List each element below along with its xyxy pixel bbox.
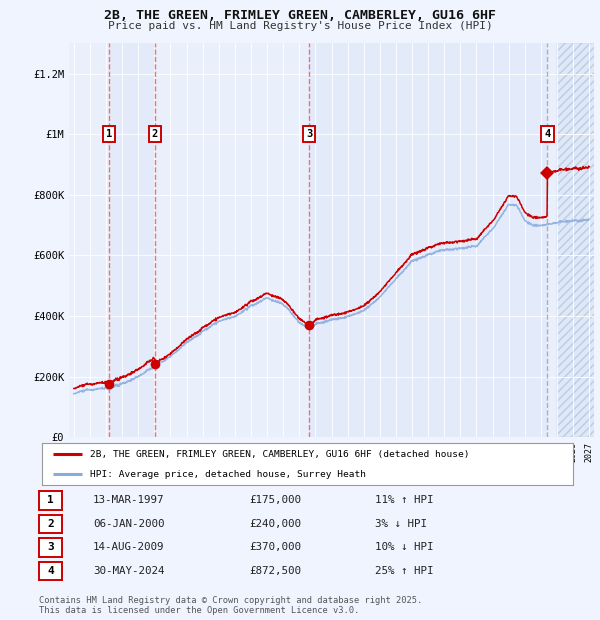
Text: 1: 1 [106, 129, 112, 140]
Text: Price paid vs. HM Land Registry's House Price Index (HPI): Price paid vs. HM Land Registry's House … [107, 21, 493, 31]
Text: 1: 1 [47, 495, 54, 505]
Text: 4: 4 [544, 129, 551, 140]
Text: 11% ↑ HPI: 11% ↑ HPI [375, 495, 433, 505]
Text: 06-JAN-2000: 06-JAN-2000 [93, 519, 164, 529]
Text: 2: 2 [152, 129, 158, 140]
Bar [69, 43, 109, 437]
Text: Contains HM Land Registry data © Crown copyright and database right 2025.
This d: Contains HM Land Registry data © Crown c… [39, 596, 422, 615]
Text: 4: 4 [47, 566, 54, 576]
Text: £175,000: £175,000 [249, 495, 301, 505]
Text: £240,000: £240,000 [249, 519, 301, 529]
Bar [155, 43, 309, 437]
Text: 14-AUG-2009: 14-AUG-2009 [93, 542, 164, 552]
Text: 3% ↓ HPI: 3% ↓ HPI [375, 519, 427, 529]
Text: £370,000: £370,000 [249, 542, 301, 552]
Text: 2B, THE GREEN, FRIMLEY GREEN, CAMBERLEY, GU16 6HF (detached house): 2B, THE GREEN, FRIMLEY GREEN, CAMBERLEY,… [90, 450, 469, 459]
Text: 2: 2 [47, 519, 54, 529]
Bar [557, 43, 597, 437]
Bar [547, 43, 557, 437]
Text: 25% ↑ HPI: 25% ↑ HPI [375, 566, 433, 576]
Text: 2B, THE GREEN, FRIMLEY GREEN, CAMBERLEY, GU16 6HF: 2B, THE GREEN, FRIMLEY GREEN, CAMBERLEY,… [104, 9, 496, 22]
Text: 10% ↓ HPI: 10% ↓ HPI [375, 542, 433, 552]
Bar [309, 43, 547, 437]
Text: HPI: Average price, detached house, Surrey Heath: HPI: Average price, detached house, Surr… [90, 470, 366, 479]
Text: 30-MAY-2024: 30-MAY-2024 [93, 566, 164, 576]
Text: £872,500: £872,500 [249, 566, 301, 576]
Text: 3: 3 [306, 129, 313, 140]
Bar [109, 43, 155, 437]
Text: 13-MAR-1997: 13-MAR-1997 [93, 495, 164, 505]
Text: 3: 3 [47, 542, 54, 552]
